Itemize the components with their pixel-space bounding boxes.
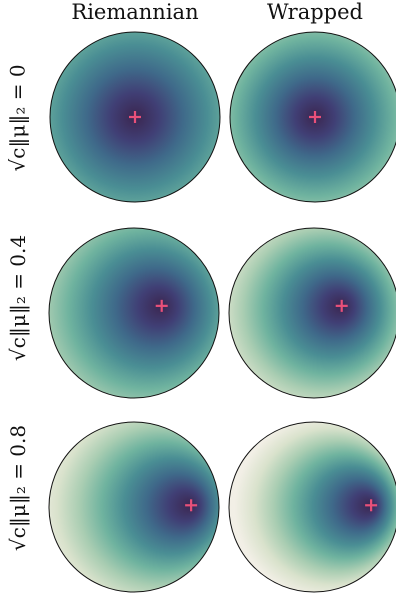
mean-marker-1-0 — [155, 299, 168, 312]
disk-2-0 — [48, 421, 220, 593]
disk-1-0 — [48, 227, 220, 399]
mean-marker-2-0 — [185, 499, 198, 512]
mean-marker-0-1 — [309, 111, 321, 123]
disk-2-1 — [228, 421, 396, 593]
column-title-riemannian: Riemannian — [71, 0, 199, 24]
disk-1-1 — [228, 227, 396, 399]
mean-marker-2-1 — [365, 499, 378, 512]
mean-marker-0-0 — [129, 111, 141, 123]
column-title-wrapped: Wrapped — [267, 0, 363, 24]
mean-marker-1-1 — [335, 299, 348, 312]
